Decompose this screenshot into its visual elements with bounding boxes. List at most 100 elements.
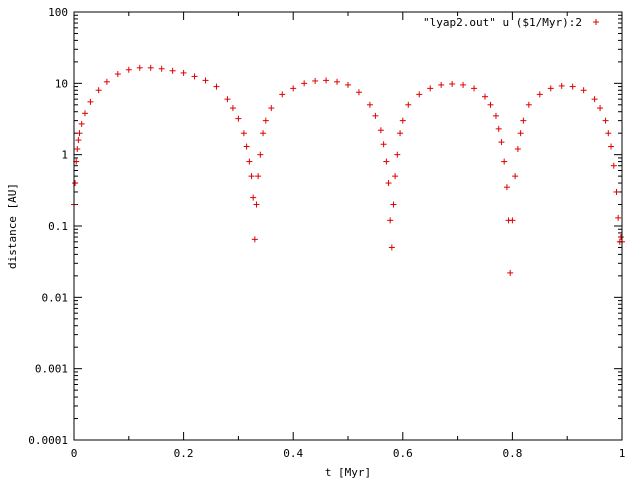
data-point [279, 91, 286, 98]
data-point [394, 151, 401, 158]
data-point [355, 89, 362, 96]
data-point [547, 85, 554, 92]
data-point [248, 173, 255, 180]
data-point [78, 120, 85, 127]
data-point [397, 130, 404, 137]
data-point [525, 101, 532, 108]
data-point [180, 69, 187, 76]
data-point [268, 105, 275, 112]
data-point [250, 194, 257, 201]
data-point [246, 158, 253, 165]
legend-label: "lyap2.out" u ($1/Myr):2 [423, 16, 582, 29]
data-point [253, 201, 260, 208]
data-point [495, 125, 502, 132]
data-point [498, 139, 505, 146]
data-point [514, 146, 521, 153]
data-point [427, 85, 434, 92]
data-point [591, 96, 598, 103]
data-point [460, 81, 467, 88]
data-point [503, 184, 510, 191]
x-tick-label: 0.6 [393, 447, 413, 460]
data-point [312, 77, 319, 84]
legend-plus-marker [593, 19, 599, 25]
x-tick-label: 0.4 [283, 447, 303, 460]
data-point [558, 82, 565, 89]
data-point [492, 112, 499, 119]
data-point [136, 64, 143, 71]
data-points [71, 64, 625, 276]
data-point [388, 244, 395, 251]
data-point [487, 101, 494, 108]
data-point [390, 201, 397, 208]
y-tick-label: 10 [55, 77, 68, 90]
data-point [87, 98, 94, 105]
data-point [224, 96, 231, 103]
data-point [334, 78, 341, 85]
data-point [345, 81, 351, 88]
plot-frame [73, 11, 623, 441]
data-point [229, 105, 236, 112]
data-point [509, 217, 516, 224]
data-point [74, 146, 81, 153]
ticks: 0 0.2 0.4 0.6 0.8 1 0.0001 0.001 0.01 0.1 1 10 100 [28, 6, 625, 460]
data-point [385, 180, 392, 187]
data-point [392, 173, 399, 180]
data-point [610, 162, 617, 169]
data-point [512, 173, 519, 180]
data-point [202, 77, 209, 84]
y-tick-label: 0.001 [35, 363, 68, 376]
data-point [405, 101, 412, 108]
data-point [366, 101, 373, 108]
data-point [251, 236, 258, 243]
data-point [471, 85, 478, 92]
y-axis-label: distance [AU] [6, 183, 19, 269]
data-point [416, 91, 423, 98]
x-axis-label: t [Myr] [325, 466, 371, 479]
y-tick-label: 1 [61, 149, 68, 162]
legend-marker [593, 19, 599, 25]
data-point [507, 269, 514, 276]
data-point [125, 66, 132, 73]
data-point [605, 130, 612, 137]
data-point [617, 234, 624, 241]
data-point [240, 130, 247, 137]
data-point [103, 78, 110, 85]
data-point [597, 105, 604, 112]
data-point [169, 67, 176, 74]
data-point [615, 214, 622, 221]
data-point [501, 158, 508, 165]
data-point [81, 110, 88, 117]
data-point [383, 158, 390, 165]
data-point [72, 180, 79, 187]
data-point [387, 217, 394, 224]
data-point [372, 112, 379, 119]
data-point [613, 188, 620, 195]
data-point [449, 80, 456, 87]
y-tick-label: 0.0001 [28, 434, 68, 447]
data-point [191, 73, 198, 80]
y-tick-label: 0.01 [42, 291, 69, 304]
data-point [158, 65, 165, 72]
data-point [520, 117, 527, 124]
data-point [290, 85, 297, 92]
data-point [380, 141, 387, 148]
data-point [323, 77, 330, 84]
data-point [95, 87, 102, 94]
data-point [257, 151, 264, 158]
data-point [517, 130, 524, 137]
data-point [536, 91, 543, 98]
data-point [235, 115, 242, 122]
data-point [260, 130, 267, 137]
data-point [438, 81, 445, 88]
data-point [580, 87, 587, 94]
x-tick-label: 0 [71, 447, 78, 460]
data-point [76, 130, 83, 137]
data-point [377, 127, 384, 134]
x-tick-label: 1 [619, 447, 626, 460]
data-point [482, 93, 488, 100]
data-point [213, 83, 220, 90]
data-point [114, 71, 121, 78]
y-tick-label: 0.1 [48, 220, 68, 233]
